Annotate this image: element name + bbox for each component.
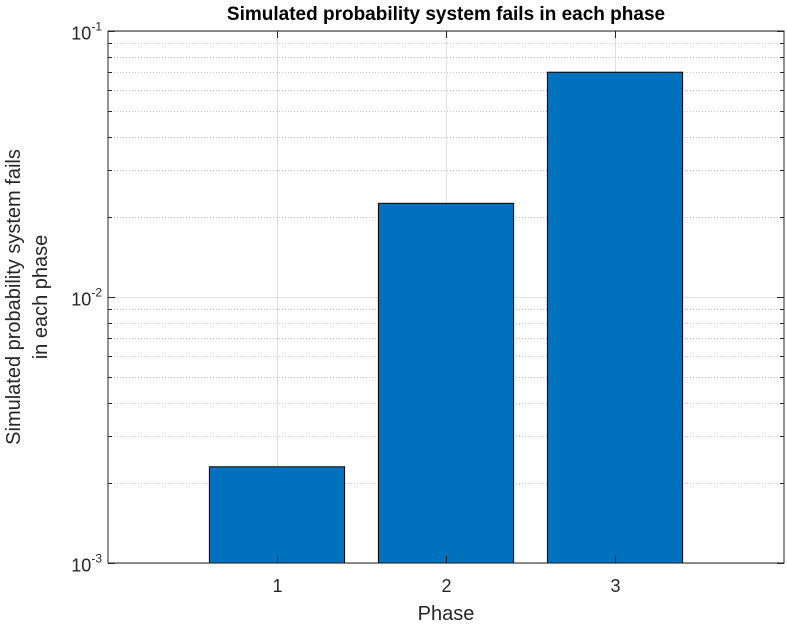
bar-phase-1 [209,467,344,563]
y-tick-label: 10-3 [71,552,102,576]
y-axis-label-line-2: in each phase [30,235,52,360]
bar-phase-2 [378,203,513,563]
y-axis-label: Simulated probability system fails in ea… [3,149,52,445]
chart-title: Simulated probability system fails in ea… [227,4,665,25]
x-axis-label: Phase [418,603,475,625]
y-tick-label: 10-2 [71,286,102,310]
bar-phase-3 [547,72,682,563]
x-tick-label: 1 [272,576,282,596]
y-axis-label-line-1: Simulated probability system fails [3,149,25,445]
y-tick-label: 10-1 [71,20,102,44]
x-tick-label: 2 [441,576,451,596]
x-tick-label: 3 [610,576,620,596]
